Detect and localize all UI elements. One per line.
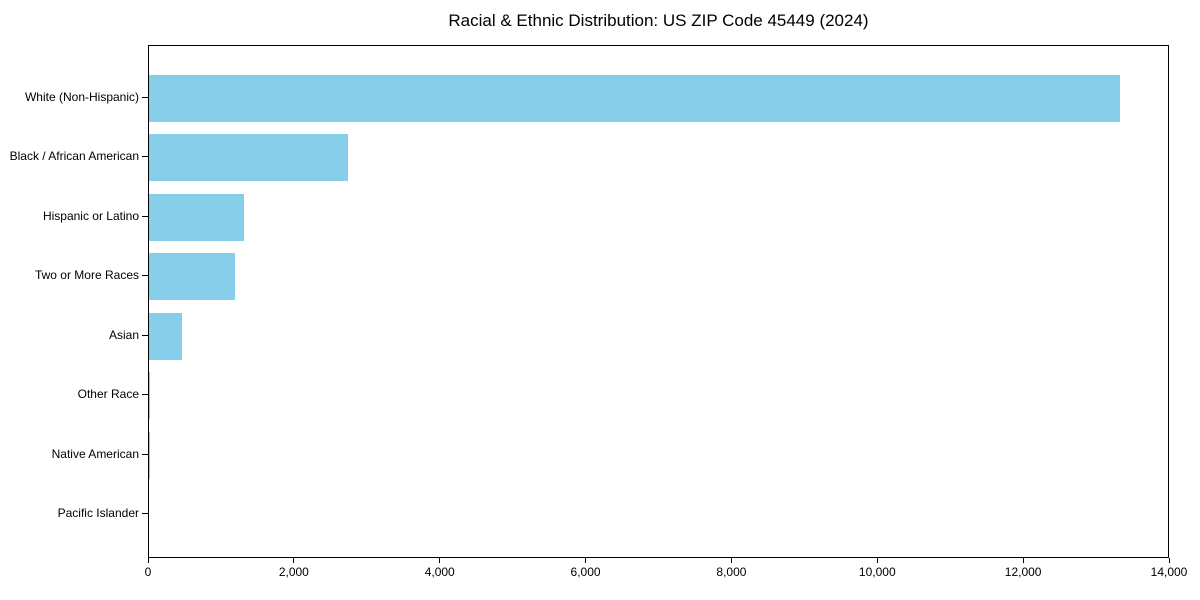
x-tick-label: 12,000 (1004, 565, 1042, 579)
x-tick-mark (585, 558, 587, 563)
bar (149, 312, 182, 360)
x-tick-label: 10,000 (858, 565, 896, 579)
chart-title: Racial & Ethnic Distribution: US ZIP Cod… (448, 11, 869, 30)
y-tick-mark (142, 96, 148, 98)
x-tick-mark (730, 558, 732, 563)
x-tick-mark (293, 558, 295, 563)
x-tick-label: 8,000 (716, 565, 747, 579)
x-tick-label: 4,000 (424, 565, 455, 579)
x-tick-mark (876, 558, 878, 563)
y-tick-mark (142, 394, 148, 395)
y-tick-label: Native American (51, 446, 139, 461)
y-tick-label: Hispanic or Latino (42, 208, 139, 223)
bar (149, 134, 348, 181)
x-tick-mark (147, 558, 149, 563)
y-tick-label: White (Non-Hispanic) (24, 89, 139, 104)
y-tick-mark (142, 513, 148, 514)
y-tick-mark (142, 334, 148, 336)
bar (149, 372, 151, 419)
plot-area (148, 45, 1169, 558)
x-tick-label: 0 (144, 565, 152, 579)
y-tick-label: Black / African American (9, 149, 139, 163)
y-tick-label: Asian (108, 327, 139, 342)
x-tick-mark (439, 558, 441, 563)
y-tick-label: Other Race (77, 387, 139, 401)
bar (149, 74, 1120, 122)
y-tick-mark (142, 156, 148, 157)
bar (149, 253, 235, 300)
x-tick-mark (1168, 558, 1170, 563)
x-tick-label: 6,000 (570, 565, 601, 579)
y-tick-mark (142, 275, 148, 276)
y-tick-label: Pacific Islander (57, 506, 139, 520)
y-tick-mark (142, 453, 148, 455)
bar (149, 193, 244, 241)
x-tick-label: 2,000 (278, 565, 309, 579)
y-tick-label: Two or More Races (34, 268, 139, 282)
x-tick-mark (1022, 558, 1024, 563)
x-tick-label: 14,000 (1150, 565, 1188, 579)
y-tick-mark (142, 215, 148, 217)
